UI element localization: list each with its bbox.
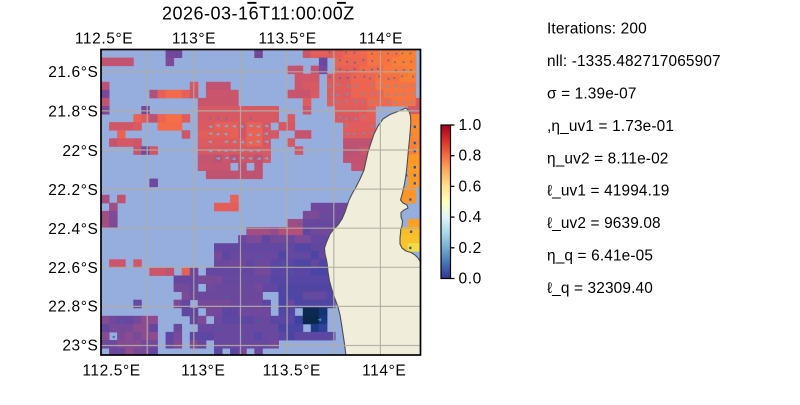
svg-text:nll: -1335.482717065907: nll: -1335.482717065907 [547,53,721,70]
svg-text:113.5°E: 113.5°E [258,31,316,48]
svg-text:23°S: 23°S [62,338,98,355]
svg-text:ℓ_uv2 = 9639.08: ℓ_uv2 = 9639.08 [547,215,661,232]
svg-text:113.5°E: 113.5°E [263,363,321,380]
svg-text:22.2°S: 22.2°S [48,182,98,199]
svg-text:21.6°S: 21.6°S [48,64,98,81]
svg-text:0.8: 0.8 [459,148,482,165]
svg-text:1.0: 1.0 [459,117,482,134]
svg-text:σ = 1.39e-07: σ = 1.39e-07 [547,86,637,103]
svg-text:22°S: 22°S [62,143,98,160]
svg-text:22.8°S: 22.8°S [48,299,98,316]
svg-text:ℓ_q = 32309.40: ℓ_q = 32309.40 [547,280,653,297]
svg-text:η_uv2 = 8.11e-02: η_uv2 = 8.11e-02 [547,150,669,167]
svg-text:Iterations: 200: Iterations: 200 [547,21,647,38]
svg-text:η_q = 6.41e-05: η_q = 6.41e-05 [547,248,653,265]
svg-text:114°E: 114°E [362,363,406,380]
svg-text:2026-03-16T11:00:00Z: 2026-03-16T11:00:00Z [162,4,355,24]
svg-text:112.5°E: 112.5°E [75,31,133,48]
svg-text:0.6: 0.6 [459,178,482,195]
svg-text:0.0: 0.0 [459,271,482,288]
svg-text:22.6°S: 22.6°S [48,260,98,277]
svg-text:113°E: 113°E [181,363,225,380]
svg-text:112.5°E: 112.5°E [82,363,140,380]
svg-text:ℓ_uv1 = 41994.19: ℓ_uv1 = 41994.19 [547,183,669,200]
svg-text:0.4: 0.4 [459,209,482,226]
svg-text:21.8°S: 21.8°S [48,103,98,120]
svg-text:0.2: 0.2 [459,240,482,257]
svg-text:,η_uv1 = 1.73e-01: ,η_uv1 = 1.73e-01 [547,118,674,135]
svg-text:113°E: 113°E [172,31,216,48]
svg-text:114°E: 114°E [359,31,403,48]
svg-text:22.4°S: 22.4°S [48,221,98,238]
